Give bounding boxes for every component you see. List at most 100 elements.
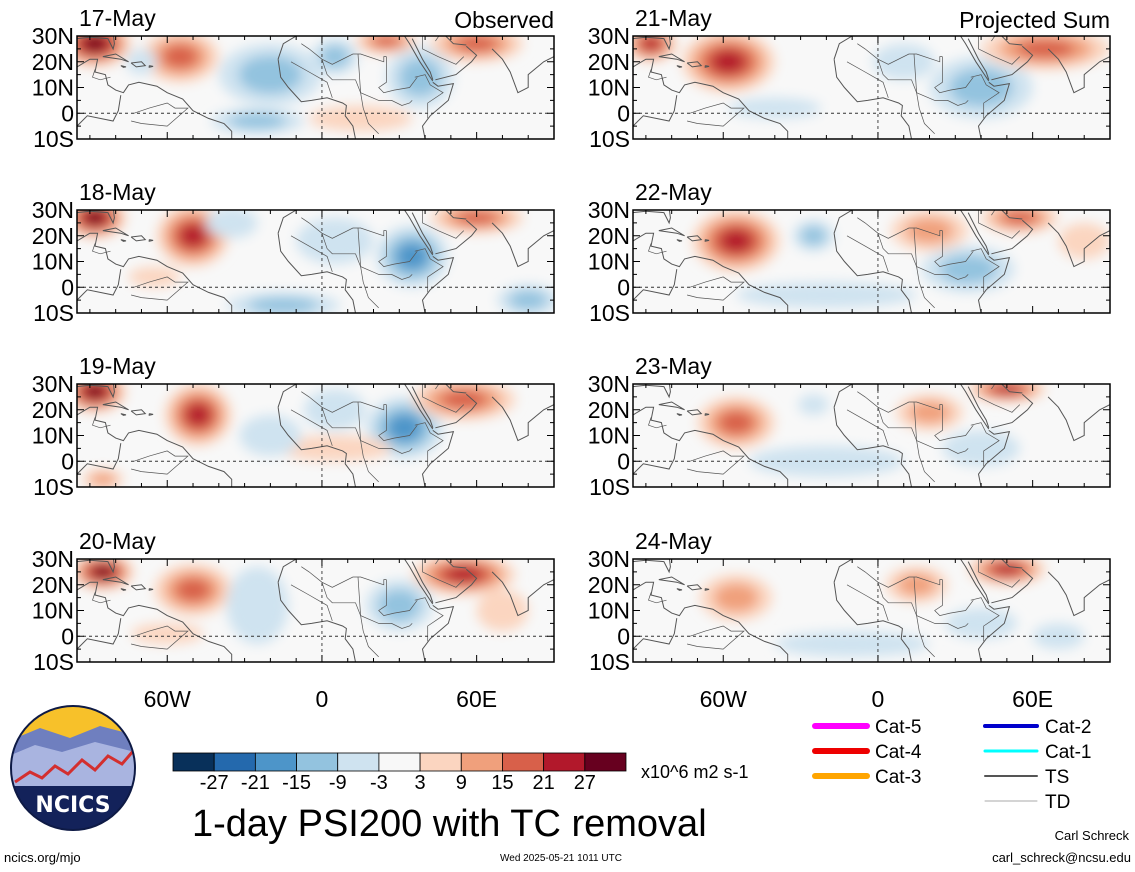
country-border [422,384,465,413]
negative-anomaly [798,394,829,415]
y-tick-label: 0 [617,100,630,126]
positive-anomaly [372,36,401,47]
coastline [967,38,990,80]
negative-anomaly [238,55,303,94]
country-border [290,584,333,621]
country-border [131,450,189,475]
panel-date-label: 17-May [79,5,156,31]
coastline [277,384,297,408]
coastlines [77,36,554,148]
country-border [414,248,444,293]
country-border [131,276,189,301]
coastlines [77,384,554,487]
panel-date-label: 24-May [635,528,712,554]
y-tick-label: 20N [32,223,74,249]
positive-anomaly [1058,222,1110,259]
coastline [833,36,853,60]
colorbar-label: -3 [370,772,388,794]
panel-ticks [633,383,1111,488]
coastline [903,384,905,385]
y-tick-label: 0 [61,448,74,474]
positive-anomaly [84,37,106,51]
negative-anomaly [939,254,997,284]
y-tick-label: 10S [33,126,74,152]
coastline [977,81,1011,139]
anomaly-field [77,384,516,487]
country-border [92,69,111,81]
country-border [934,404,974,441]
positive-anomaly [897,573,936,596]
country-border [435,210,440,216]
positive-anomaly [440,390,487,409]
coastline [633,232,789,313]
country-border [687,625,745,650]
country-border [913,227,935,309]
panel-date-label: 23-May [635,353,712,379]
anomaly-field [77,210,554,313]
country-border [648,592,667,604]
coastline [833,384,853,408]
country-border [970,422,1000,467]
coastlines [633,210,1110,313]
panel-ticks [633,209,1111,314]
colorbar-swatch [213,752,256,772]
country-border [934,230,974,267]
country-border [414,422,444,467]
coastline [991,45,1034,81]
y-tick-label: 10N [32,423,74,449]
coastline [1001,210,1023,220]
island [704,239,710,242]
country-border [290,409,333,446]
panel-date-label: 18-May [79,179,156,205]
country-border [970,597,1000,642]
country-border [357,576,379,658]
positive-anomaly [86,385,104,398]
y-tick-label: 10N [588,423,630,449]
anomaly-field [77,559,529,644]
country-border [92,592,111,604]
y-tick-label: 20N [588,223,630,249]
country-border [978,559,1021,588]
coastline [411,212,434,254]
x-tick-label: 0 [872,686,885,712]
country-border [357,227,379,309]
coastline [967,386,990,428]
panel-ticks [77,35,555,140]
panel-date-label: 21-May [635,5,712,31]
country-border [846,409,889,446]
positive-anomaly [309,105,413,132]
country-border [301,217,387,239]
positive-anomaly [718,411,754,435]
coastline [1047,571,1110,617]
colorbar-swatch [460,752,503,772]
y-tick-label: 10N [588,249,630,275]
country-border [913,53,935,135]
coastline [833,233,912,313]
coastline [1001,384,1023,394]
coastlines [633,559,1110,662]
negative-anomaly [387,414,422,442]
island [704,413,710,416]
positive-anomaly [175,578,211,602]
positive-anomaly [90,472,116,486]
x-tick-label: 60E [1012,686,1053,712]
coastline [967,212,990,254]
coastline [435,568,478,604]
coastlines [77,210,554,313]
coastline [833,210,853,234]
y-tick-label: 30N [32,23,74,49]
negative-anomaly [509,290,548,310]
y-tick-label: 30N [588,371,630,397]
island [446,144,451,148]
island [1002,492,1007,496]
country-border [92,417,111,429]
island [446,667,451,671]
panel-ticks [77,383,555,488]
coastline [960,559,990,605]
track-label-cat-1: Cat-1 [1045,742,1091,763]
anomaly-field [700,559,1085,657]
negative-anomaly [226,566,289,644]
